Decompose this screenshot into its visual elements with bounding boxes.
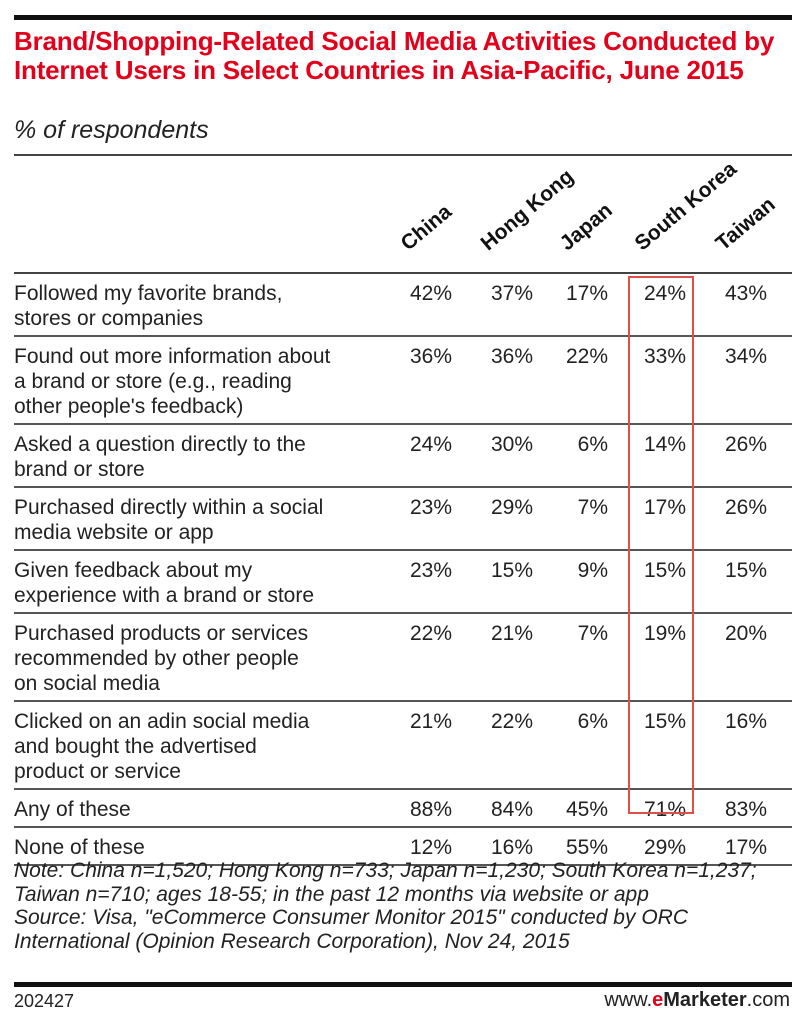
cell-value: 15% — [490, 559, 533, 582]
cell-value: 7% — [577, 496, 608, 519]
column-header-china: China — [396, 200, 457, 256]
column-header-japan: Japan — [555, 198, 617, 256]
cell-value: 17% — [565, 282, 608, 305]
cell-value: 71% — [643, 798, 686, 821]
cell-value: 15% — [643, 559, 686, 582]
cell-value: 23% — [409, 559, 452, 582]
table-row: Any of these 88% 84% 45% 71% 83% — [14, 790, 792, 828]
cell-value: 23% — [409, 496, 452, 519]
table-row: None of these 12% 16% 55% 29% 17% — [14, 828, 792, 866]
cell-value: 22% — [565, 345, 608, 368]
cell-value: 55% — [565, 836, 608, 859]
cell-value: 26% — [724, 496, 767, 519]
cell-value: 24% — [643, 282, 686, 305]
row-label: Purchased products or services recommend… — [14, 622, 309, 695]
cell-value: 36% — [409, 345, 452, 368]
cell-value: 15% — [724, 559, 767, 582]
notes: Note: China n=1,520; Hong Kong n=733; Ja… — [14, 859, 794, 953]
table-row: Purchased products or services recommend… — [14, 614, 792, 702]
row-label: Followed my favorite brands, stores or c… — [14, 282, 283, 330]
table-row: Clicked on an adin social media and boug… — [14, 702, 792, 790]
data-table: Followed my favorite brands, stores or c… — [14, 274, 792, 866]
brand-e: e — [652, 989, 664, 1011]
cell-value: 22% — [490, 710, 533, 733]
top-rule — [14, 15, 792, 20]
cell-value: 9% — [577, 559, 608, 582]
cell-value: 21% — [409, 710, 452, 733]
chart-id: 202427 — [14, 991, 75, 1011]
cell-value: 7% — [577, 622, 608, 645]
note-text: Note: China n=1,520; Hong Kong n=733; Ja… — [14, 859, 757, 906]
cell-value: 6% — [577, 710, 608, 733]
cell-value: 17% — [643, 496, 686, 519]
cell-value: 15% — [643, 710, 686, 733]
subtitle-rule — [14, 154, 792, 156]
brand-prefix: www. — [604, 989, 653, 1011]
cell-value: 6% — [577, 433, 608, 456]
row-label: Given feedback about my experience with … — [14, 559, 314, 607]
cell-value: 33% — [643, 345, 686, 368]
table-row: Asked a question directly to the brand o… — [14, 425, 792, 488]
cell-value: 19% — [643, 622, 686, 645]
cell-value: 16% — [724, 710, 767, 733]
highlight-box-south-korea — [628, 276, 694, 814]
row-label: Found out more information about a brand… — [14, 345, 331, 418]
row-label: Purchased directly within a social media… — [14, 496, 324, 544]
cell-value: 12% — [409, 836, 452, 859]
chart-subtitle: % of respondents — [14, 116, 209, 144]
cell-value: 29% — [643, 836, 686, 859]
cell-value: 16% — [490, 836, 533, 859]
row-label: Asked a question directly to the brand o… — [14, 433, 306, 481]
row-label: Any of these — [14, 798, 131, 821]
cell-value: 43% — [724, 282, 767, 305]
cell-value: 30% — [490, 433, 533, 456]
cell-value: 20% — [724, 622, 767, 645]
cell-value: 36% — [490, 345, 533, 368]
cell-value: 34% — [724, 345, 767, 368]
cell-value: 45% — [565, 798, 608, 821]
emarketer-logo[interactable]: www.eMarketer.com — [604, 989, 790, 1012]
cell-value: 26% — [724, 433, 767, 456]
table-row: Found out more information about a brand… — [14, 337, 792, 425]
chart-title: Brand/Shopping-Related Social Media Acti… — [14, 26, 775, 85]
cell-value: 42% — [409, 282, 452, 305]
cell-value: 83% — [724, 798, 767, 821]
cell-value: 22% — [409, 622, 452, 645]
bottom-rule — [14, 982, 792, 987]
column-header-taiwan: Taiwan — [711, 192, 780, 256]
table-row: Followed my favorite brands, stores or c… — [14, 274, 792, 337]
cell-value: 21% — [490, 622, 533, 645]
brand-name: Marketer — [663, 989, 747, 1011]
cell-value: 88% — [409, 798, 452, 821]
cell-value: 14% — [643, 433, 686, 456]
table-row: Given feedback about my experience with … — [14, 551, 792, 614]
cell-value: 29% — [490, 496, 533, 519]
table-row: Purchased directly within a social media… — [14, 488, 792, 551]
cell-value: 24% — [409, 433, 452, 456]
cell-value: 84% — [490, 798, 533, 821]
source-text: Source: Visa, "eCommerce Consumer Monito… — [14, 906, 688, 953]
row-label: Clicked on an adin social media and boug… — [14, 710, 310, 783]
cell-value: 17% — [724, 836, 767, 859]
row-label: None of these — [14, 836, 145, 859]
brand-suffix: .com — [746, 989, 790, 1011]
cell-value: 37% — [490, 282, 533, 305]
header-rule — [14, 272, 792, 274]
